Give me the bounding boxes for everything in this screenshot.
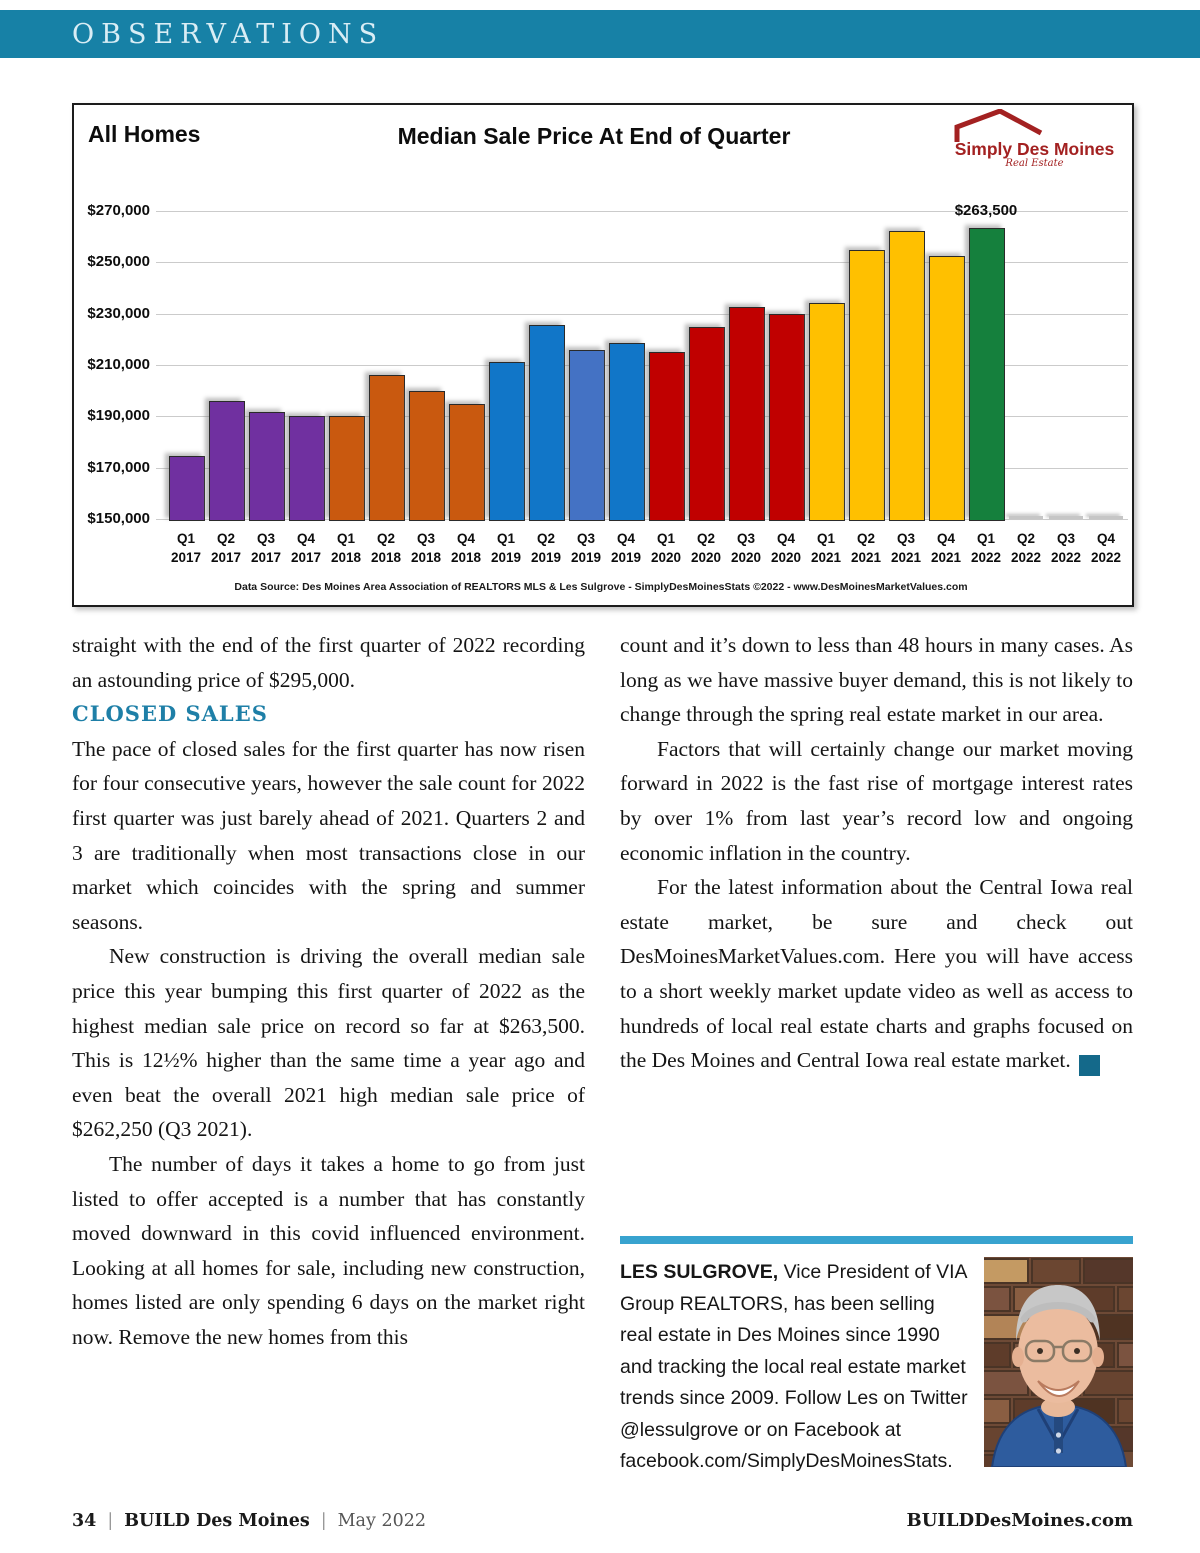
footer-separator: | xyxy=(107,1511,114,1531)
bar-q4-2019 xyxy=(609,343,645,521)
y-gridline xyxy=(156,211,1128,212)
median-sale-price-chart: All Homes Median Sale Price At End of Qu… xyxy=(72,103,1134,607)
bar-q3-2018 xyxy=(409,390,445,521)
x-axis-tick-label: Q2 2018 xyxy=(370,531,402,565)
y-axis-tick-label: $230,000 xyxy=(87,304,150,322)
x-axis-tick-label: Q2 2021 xyxy=(850,531,882,565)
article-end-mark: B xyxy=(1078,1055,1128,1077)
les-sulgrove-photo xyxy=(984,1257,1133,1467)
x-axis-tick-label: Q4 2019 xyxy=(610,531,642,565)
y-gridline xyxy=(156,262,1128,264)
bar-q3-2020 xyxy=(729,307,765,521)
x-axis-tick-label: Q1 2020 xyxy=(650,531,682,565)
page-number: 34 xyxy=(72,1511,97,1531)
x-axis-tick-label: Q2 2017 xyxy=(210,531,242,565)
bar-q3-2017 xyxy=(249,412,285,521)
bar-q3-2021 xyxy=(889,230,925,521)
y-axis-tick-label: $190,000 xyxy=(87,407,150,425)
footer-separator: | xyxy=(320,1511,327,1531)
logo-tagline-text: Real Estate xyxy=(1005,158,1064,169)
x-axis-tick-label: Q3 2019 xyxy=(570,531,602,565)
bar-q1-2019 xyxy=(489,362,525,521)
bio-divider-rule xyxy=(620,1236,1133,1244)
bar-q2-2019 xyxy=(529,325,565,521)
x-axis-tick-label: Q4 2020 xyxy=(770,531,802,565)
paragraph: New construction is driving the overall … xyxy=(72,944,585,1142)
bar-q1-2021 xyxy=(809,303,845,521)
author-bio-text: Vice President of VIA Group REALTORS, ha… xyxy=(620,1261,968,1472)
article-right-column: count and it’s down to less than 48 hour… xyxy=(620,628,1133,1078)
bar-q2-2020 xyxy=(689,326,725,521)
x-axis-tick-label: Q3 2018 xyxy=(410,531,442,565)
y-axis-tick-label: $210,000 xyxy=(87,356,150,373)
person-figure xyxy=(990,1285,1128,1467)
bar-no-data-q4-2022 xyxy=(1089,516,1123,519)
bar-q4-2017 xyxy=(289,416,325,521)
x-axis-tick-label: Q3 2020 xyxy=(730,531,762,565)
bar-q2-2017 xyxy=(209,400,245,521)
bar-q1-2017 xyxy=(169,456,205,521)
issue-date: May 2022 xyxy=(337,1511,426,1531)
bar-q4-2020 xyxy=(769,313,805,521)
magazine-website: BUILDDesMoines.com xyxy=(906,1510,1133,1531)
paragraph: Factors that will certainly change our m… xyxy=(620,736,1133,865)
bar-q1-2018 xyxy=(329,416,365,521)
simply-des-moines-logo: Simply Des Moines Real Estate xyxy=(947,109,1122,175)
article-left-column: straight with the end of the first quart… xyxy=(72,628,585,1354)
x-axis-tick-label: Q3 2017 xyxy=(250,531,282,565)
paragraph-text: For the latest information about the Cen… xyxy=(620,875,1133,1073)
logo-brand-text: Simply Des Moines xyxy=(954,139,1115,159)
chart-data-source: Data Source: Des Moines Area Association… xyxy=(234,581,968,593)
bar-no-data-q2-2022 xyxy=(1009,516,1043,519)
x-axis-tick-label: Q1 2022 xyxy=(970,531,1002,565)
y-axis-tick-label: $250,000 xyxy=(87,253,150,271)
section-heading-closed-sales: CLOSED SALES xyxy=(72,701,268,727)
magazine-name: BUILD Des Moines xyxy=(124,1511,310,1531)
bar-q2-2018 xyxy=(369,375,405,521)
bar-no-data-q3-2022 xyxy=(1049,516,1083,519)
x-axis-tick-label: Q3 2021 xyxy=(890,531,922,565)
x-axis-tick-label: Q3 2022 xyxy=(1050,531,1082,565)
x-axis-tick-label: Q4 2018 xyxy=(450,531,482,565)
bar-q1-2022 xyxy=(969,227,1005,521)
author-name: LES SULGROVE, xyxy=(620,1261,779,1283)
x-axis-tick-label: Q4 2021 xyxy=(930,531,962,565)
house-roof-icon xyxy=(954,109,1043,142)
y-axis-tick-label: $150,000 xyxy=(87,510,150,527)
chart-title: Median Sale Price At End of Quarter xyxy=(397,123,791,149)
paragraph: count and it’s down to less than 48 hour… xyxy=(620,633,1133,727)
x-axis-tick-label: Q1 2021 xyxy=(810,531,842,565)
y-axis-tick-label: $270,000 xyxy=(87,202,150,219)
chart-series-label: All Homes xyxy=(88,121,201,147)
bar-q2-2021 xyxy=(849,249,885,521)
paragraph: The number of days it takes a home to go… xyxy=(72,1151,585,1349)
page-footer: 34 | BUILD Des Moines | May 2022 BUILDDe… xyxy=(72,1510,1133,1531)
x-axis-tick-label: Q2 2022 xyxy=(1010,531,1042,565)
paragraph: straight with the end of the first quart… xyxy=(72,633,585,692)
masthead-bar: OBSERVATIONS xyxy=(0,10,1200,58)
bar-q4-2021 xyxy=(929,255,965,521)
paragraph: The pace of closed sales for the first q… xyxy=(72,736,585,934)
x-axis-tick-label: Q1 2017 xyxy=(170,531,202,565)
x-axis-tick-label: Q4 2022 xyxy=(1090,531,1122,565)
bar-q4-2018 xyxy=(449,403,485,521)
y-axis-tick-label: $170,000 xyxy=(87,458,150,476)
paragraph: For the latest information about the Cen… xyxy=(620,870,1133,1078)
bar-q1-2020 xyxy=(649,352,685,521)
y-gridline xyxy=(156,313,1128,315)
x-axis-tick-label: Q1 2019 xyxy=(490,531,522,565)
x-axis-tick-label: Q1 2018 xyxy=(330,531,362,565)
bar-data-label: $263,500 xyxy=(954,201,1018,219)
bar-q3-2019 xyxy=(569,349,605,521)
x-axis-tick-label: Q2 2020 xyxy=(690,531,722,565)
page-title: OBSERVATIONS xyxy=(72,18,385,50)
x-axis-tick-label: Q4 2017 xyxy=(290,531,322,565)
author-bio: LES SULGROVE, Vice President of VIA Grou… xyxy=(620,1257,972,1478)
x-axis-tick-label: Q2 2019 xyxy=(530,531,562,565)
